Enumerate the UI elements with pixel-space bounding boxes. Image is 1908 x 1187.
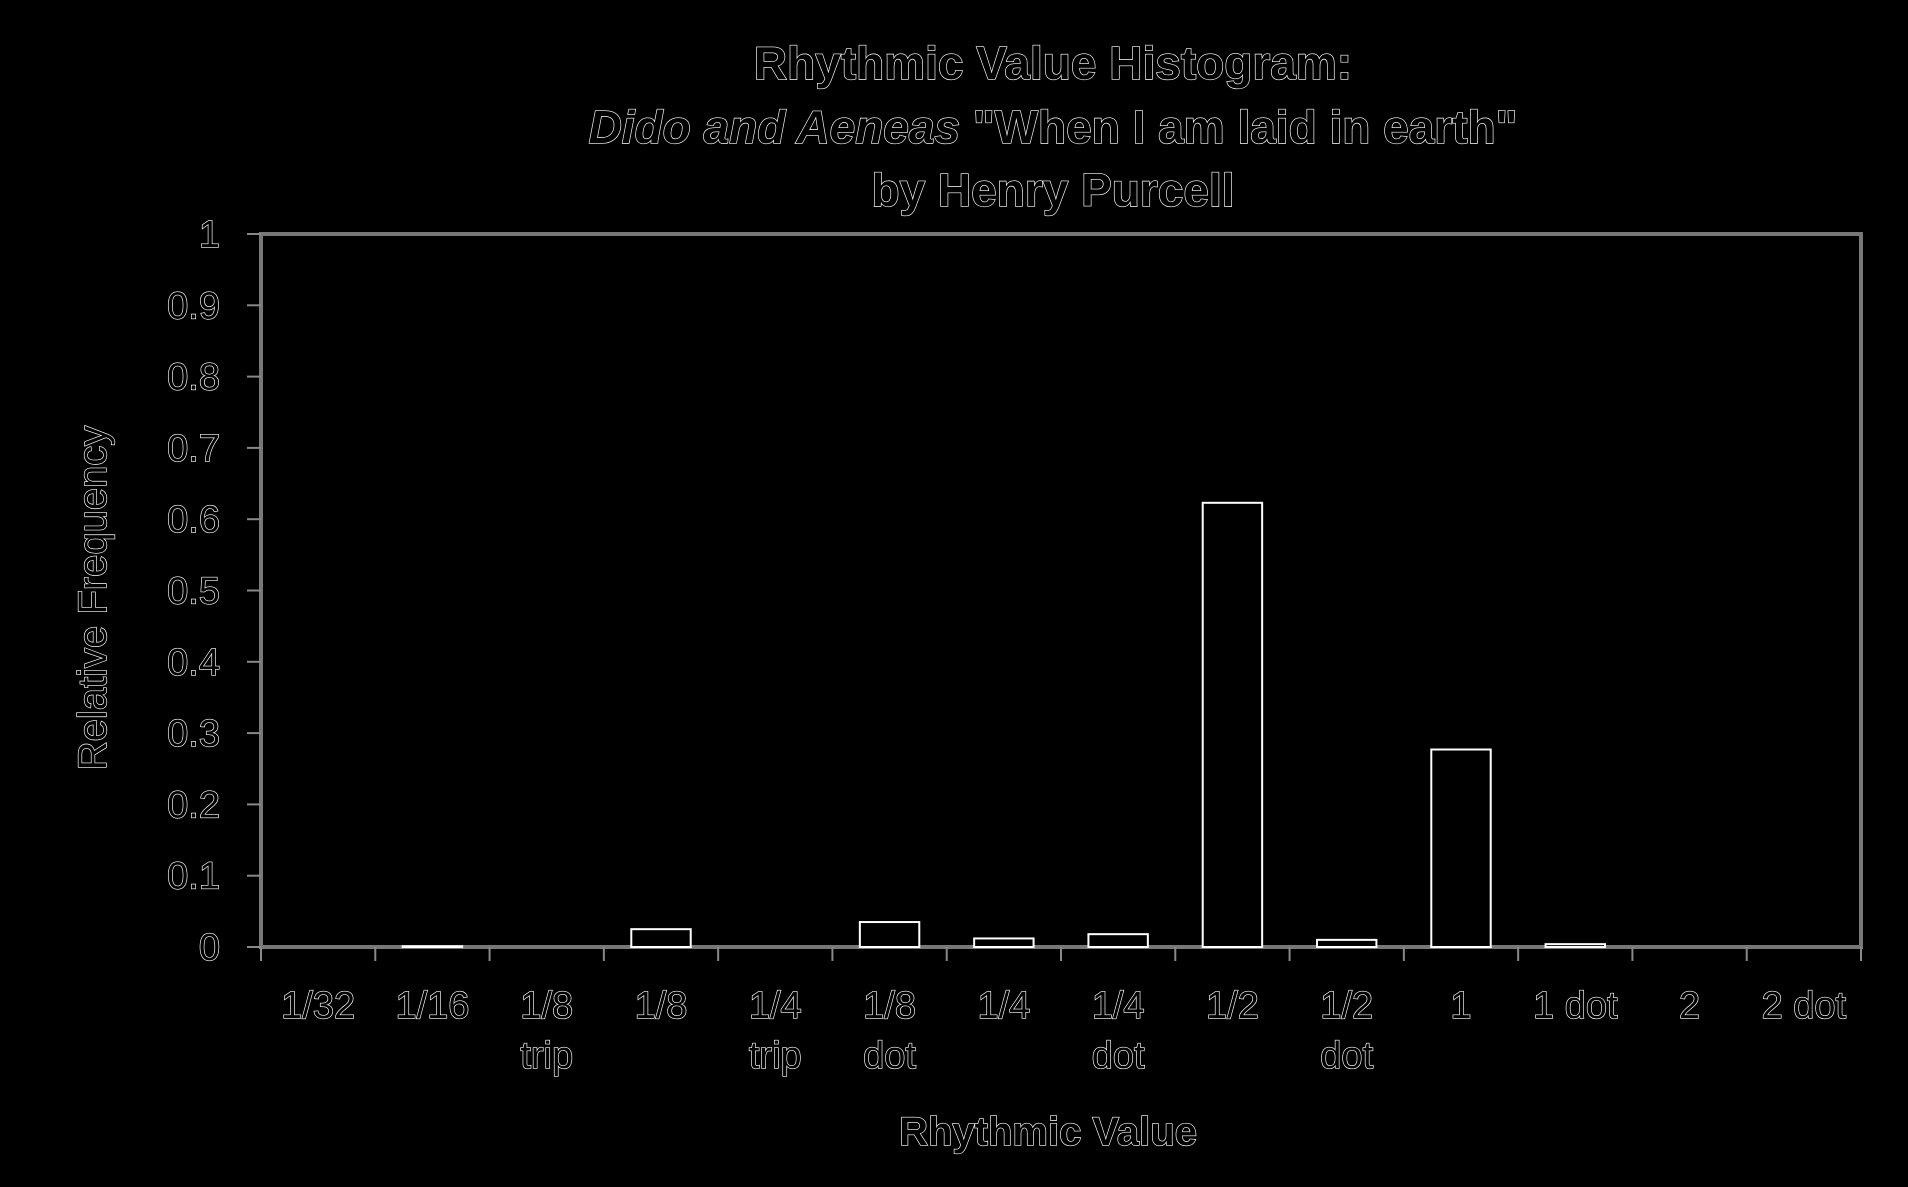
x-tick-label: dot — [1320, 1035, 1373, 1077]
x-tick-label: 2 — [1679, 985, 1700, 1027]
bar — [1316, 938, 1378, 948]
y-tick-label: 0.6 — [167, 499, 220, 541]
chart-title-line-3: by Henry Purcell — [871, 164, 1234, 216]
bar — [1087, 933, 1149, 949]
x-tick-label: trip — [749, 1035, 802, 1077]
bars — [401, 501, 1606, 949]
x-axis-title: Rhythmic Value — [899, 1110, 1197, 1154]
x-tick-label: 1/4 — [749, 985, 802, 1027]
y-tick-label: 0 — [199, 927, 220, 969]
x-axis-tick-labels: 1/32 1/16 1/8 trip 1/8 1/4 trip 1/8 dot 1/4 1/4 dot… — [281, 984, 1848, 1077]
bar — [1430, 748, 1492, 949]
y-tick-label: 1 — [199, 214, 220, 256]
x-tick-label: 1/2 — [1206, 985, 1259, 1027]
bar — [858, 921, 921, 948]
x-tick-label: 1/32 — [281, 985, 355, 1027]
bar — [973, 937, 1035, 948]
x-tick-label: 1/8 — [863, 985, 916, 1027]
chart-title-line-1: Rhythmic Value Histogram: — [754, 37, 1352, 89]
y-tick-label: 0.7 — [167, 428, 220, 470]
x-tick-label: 1/4 — [1092, 985, 1145, 1027]
y-axis-tick-labels: 0 0.1 0.2 0.3 0.4 0.5 0.6 0.7 0.8 0.9 1 — [167, 213, 221, 969]
x-tick-label: 1/4 — [977, 985, 1030, 1027]
bar — [1201, 501, 1264, 948]
x-tick-label: dot — [1092, 1035, 1145, 1077]
y-tick-label: 0.2 — [167, 784, 220, 826]
y-tick-label: 0.4 — [167, 642, 220, 684]
plot-area-frame — [259, 232, 1863, 949]
bar — [401, 945, 464, 948]
bar — [630, 928, 692, 948]
x-tick-label: 1 — [1450, 985, 1471, 1027]
x-tick-label: 2 dot — [1762, 985, 1847, 1027]
x-tick-label: trip — [520, 1035, 573, 1077]
chart-title: Rhythmic Value Histogram: Dido and Aenea… — [588, 36, 1518, 216]
y-tick-label: 0.8 — [167, 357, 220, 399]
y-tick-label: 0.1 — [167, 856, 220, 898]
chart-title-aria-name: "When I am laid in earth" — [960, 101, 1517, 153]
x-tick-label: 1/16 — [395, 985, 469, 1027]
bar — [1544, 943, 1606, 949]
x-tick-label: dot — [863, 1035, 916, 1077]
y-tick-label: 0.9 — [167, 285, 220, 327]
y-tick-label: 0.3 — [167, 713, 220, 755]
x-tick-label: 1/2 — [1320, 985, 1373, 1027]
chart-title-line-2: Dido and Aeneas "When I am laid in earth… — [589, 101, 1518, 153]
y-axis-title: Relative Frequency — [71, 426, 115, 771]
x-axis-tick-marks — [260, 947, 1862, 961]
chart-title-work-name: Dido and Aeneas — [589, 101, 960, 153]
x-tick-label: 1/8 — [635, 985, 688, 1027]
y-axis-tick-marks — [247, 233, 261, 948]
x-tick-label: 1 dot — [1533, 985, 1618, 1027]
x-tick-label: 1/8 — [520, 985, 573, 1027]
y-tick-label: 0.5 — [167, 571, 220, 613]
